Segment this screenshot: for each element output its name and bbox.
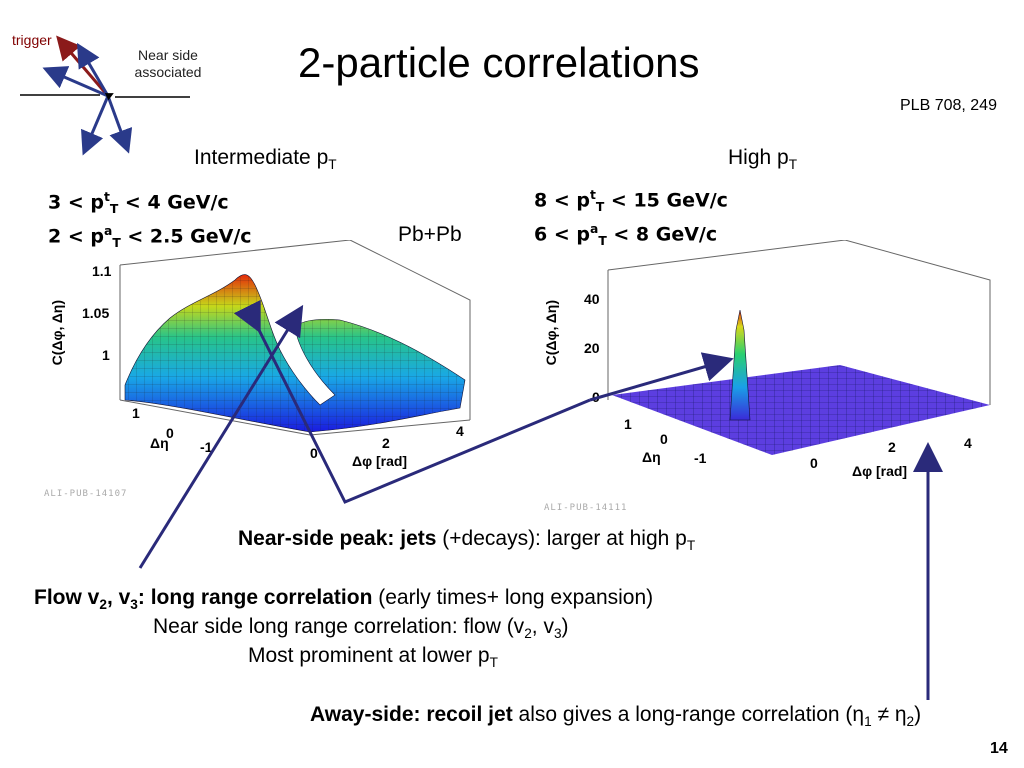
page-number: 14 <box>990 740 1008 757</box>
left-etatick-1: 1 <box>132 405 140 421</box>
associated-arrow-4 <box>106 95 133 154</box>
left-ztick-2: 1.05 <box>82 305 109 321</box>
left-etalabel: Δη <box>150 435 169 451</box>
right-phitick-1: 0 <box>810 455 818 471</box>
associated-arrow-2 <box>76 42 110 97</box>
left-philabel: Δφ [rad] <box>352 453 407 469</box>
system-label: Pb+Pb <box>398 223 462 246</box>
away-side-caption: Away-side: recoil jet also gives a long-… <box>310 703 922 730</box>
right-etatick-2: 0 <box>660 431 668 447</box>
section-high: High pT <box>728 146 798 173</box>
left-surface-plot: 1.1 1.05 1 C(Δφ, Δη) 1 0 -1 Δη 0 2 4 Δφ … <box>49 240 471 469</box>
left-zlabel: C(Δφ, Δη) <box>49 300 65 365</box>
left-phitick-3: 4 <box>456 423 464 439</box>
right-box-back <box>607 240 991 405</box>
trigger-label: trigger <box>12 32 52 48</box>
right-ztick-2: 20 <box>584 340 600 356</box>
left-etatick-3: -1 <box>200 439 213 455</box>
near-side-caption: Near-side peak: jets (+decays): larger a… <box>238 527 696 554</box>
reference-label: PLB 708, 249 <box>900 97 997 114</box>
flow-caption-line2: Near side long range correlation: flow (… <box>153 615 569 642</box>
right-cut-associated: 6 < paT < 8 GeV/c <box>534 222 718 249</box>
right-ztick-3: 0 <box>592 389 600 405</box>
right-etatick-1: 1 <box>624 416 632 432</box>
trigger-diagram <box>20 35 190 156</box>
right-phitick-3: 4 <box>964 435 972 451</box>
left-watermark: ALI-PUB-14107 <box>44 489 128 499</box>
flow-caption: Flow v2, v3: long range correlation (ear… <box>34 586 654 613</box>
right-cut-trigger: 8 < ptT < 15 GeV/c <box>534 188 728 215</box>
right-zlabel: C(Δφ, Δη) <box>543 300 559 365</box>
left-ztick-3: 1 <box>102 347 110 363</box>
associated-arrow-1 <box>42 66 109 98</box>
flow-caption-line3: Most prominent at lower pT <box>248 644 498 671</box>
right-near-side-peak <box>729 309 751 421</box>
right-ztick-1: 40 <box>584 291 600 307</box>
right-watermark: ALI-PUB-14111 <box>544 503 628 513</box>
left-phitick-1: 0 <box>310 445 318 461</box>
right-phitick-2: 2 <box>888 439 896 455</box>
near-side-label: Near side associated <box>134 47 202 80</box>
left-cut-associated: 2 < paT < 2.5 GeV/c <box>48 224 252 251</box>
right-surface-plot: 40 20 0 C(Δφ, Δη) 1 0 -1 Δη 0 2 4 Δφ [ra… <box>543 240 991 479</box>
left-phitick-2: 2 <box>382 435 390 451</box>
right-etatick-3: -1 <box>694 450 707 466</box>
trigger-arrow <box>56 35 110 97</box>
right-etalabel: Δη <box>642 449 661 465</box>
section-intermediate: Intermediate pT <box>194 146 337 173</box>
associated-arrow-3 <box>81 95 110 156</box>
slide-title: 2-particle correlations <box>298 39 700 86</box>
left-cut-trigger: 3 < ptT < 4 GeV/c <box>48 190 229 217</box>
left-ztick-1: 1.1 <box>92 263 112 279</box>
right-philabel: Δφ [rad] <box>852 463 907 479</box>
